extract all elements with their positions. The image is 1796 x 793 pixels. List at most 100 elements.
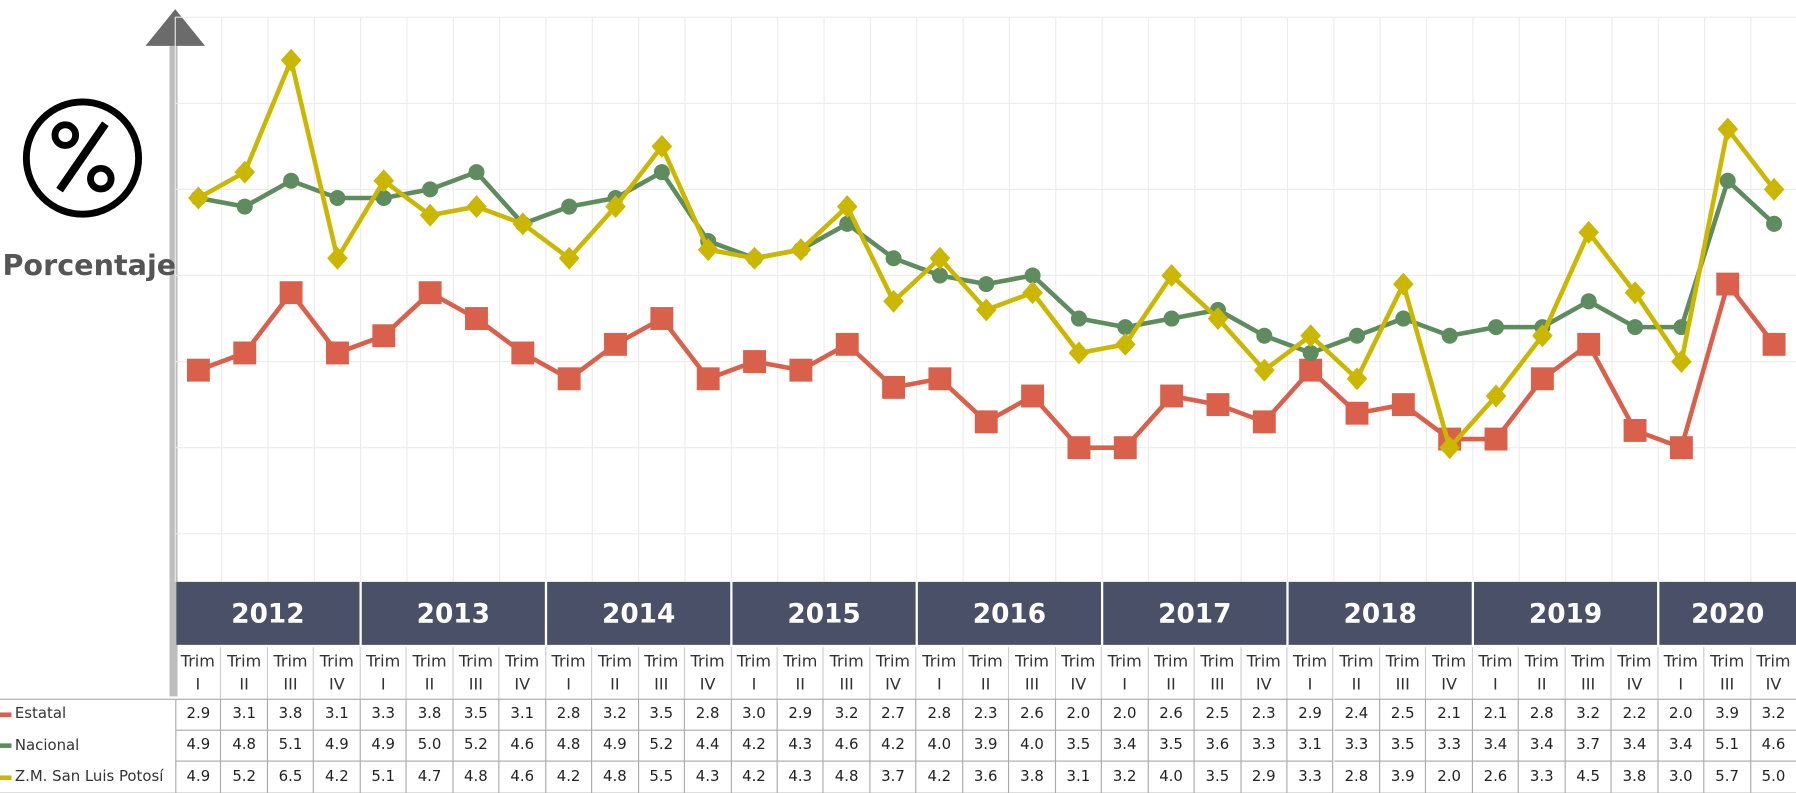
table-value: 3.4 [1472,730,1520,762]
year-header [1288,581,1472,645]
table-value: 3.1 [314,698,361,731]
table-value: 3.5 [1055,730,1103,762]
marker [836,195,858,219]
marker [1671,350,1692,374]
x-tick-label: Trim I [1663,652,1698,694]
x-tick-label: Trim IV [875,652,911,694]
marker [1391,393,1415,417]
category-cell: Trim II [778,647,825,699]
marker [1161,264,1182,287]
axis-arrow [169,41,178,697]
table-value: 4.6 [824,730,871,762]
y-axis-label: Porcentaje [2,248,176,282]
table-value: 2.1 [1426,698,1473,731]
x-tick-label: Trim I [366,652,401,694]
table-value: 3.7 [870,761,917,793]
table-value: 2.0 [1658,698,1705,731]
year-header [1103,581,1287,645]
category-cell: Trim II [1519,647,1566,699]
x-tick-label: Trim IV [1061,652,1096,694]
table-value: 5.0 [406,730,454,762]
table-value: 6.5 [267,761,315,793]
x-tick-label: Trim IV [1756,652,1791,694]
x-tick-label: Trim I [1293,652,1328,694]
marker [1393,272,1414,296]
table-value: 2.4 [1333,698,1381,731]
grid [174,16,1796,582]
legend-label: Z.M. San Luis Potosí [14,768,164,787]
year-header [176,581,360,645]
table-value: 5.1 [267,730,315,762]
year-label: 2020 [1691,600,1764,630]
table-value: 2.7 [870,698,917,731]
table-value: 2.0 [1102,698,1149,731]
table-value: 3.6 [963,761,1010,793]
year-header [917,581,1101,645]
marker [1488,319,1505,336]
table-value: 3.9 [1380,761,1427,793]
x-tick-label: Trim IV [319,652,354,694]
table-value: 4.9 [360,730,407,762]
year-label: 2015 [787,600,860,630]
legend-swatch [0,743,12,749]
table-value: 3.3 [1287,761,1334,793]
table-value: 3.4 [1611,730,1659,762]
marker [418,281,442,305]
table-value: 2.8 [545,698,593,731]
category-cell: Trim III [1009,647,1056,699]
category-cell: Trim II [1334,647,1381,699]
marker [1578,220,1600,244]
table-value: 3.3 [1241,730,1288,762]
table-value: 3.1 [1055,761,1103,793]
table-value: 5.0 [1750,762,1796,793]
marker [1484,427,1508,451]
table-value: 3.2 [1565,698,1612,731]
marker [651,134,673,158]
category-cell: Trim II [963,647,1010,699]
legend-label: Estatal [14,705,67,724]
x-tick-label: Trim III [829,652,864,694]
year-label: 2013 [417,600,490,630]
marker [974,410,998,434]
category-cell: Trim III [453,647,500,699]
x-tick-label: Trim I [1107,652,1142,694]
marker [1395,310,1412,327]
marker [1299,358,1323,382]
legend-item: Nacional [0,730,79,761]
marker [422,181,439,198]
table-value: 2.8 [685,698,732,731]
table-value: 4.8 [592,761,639,793]
table-value: 3.5 [453,698,500,731]
marker [325,341,349,365]
table-value: 3.0 [1658,761,1705,793]
category-cell: Trim I [917,647,964,699]
table-value: 3.8 [267,698,315,731]
year-label: 2016 [973,600,1046,630]
table-value: 4.4 [685,730,732,762]
marker [558,246,580,270]
legend-item: Z.M. San Luis Potosí [0,762,163,793]
category-cell: Trim I [731,647,778,699]
marker [978,276,995,293]
table-value: 2.5 [1194,698,1242,731]
table-value: 4.8 [545,730,593,762]
marker [233,341,257,365]
marker [1348,327,1366,344]
year-label: 2017 [1158,600,1231,630]
table-value: 4.7 [406,761,454,793]
x-tick-label: Trim III [1385,652,1420,694]
x-tick-label: Trim III [1014,652,1050,694]
legend-item: Estatal [0,699,66,730]
category-cell: Trim IV [1056,647,1103,699]
table-value: 5.2 [638,730,686,762]
marker [1624,281,1646,305]
marker [975,298,997,322]
table-value: 2.0 [1426,761,1473,793]
x-tick-label: Trim III [644,652,679,694]
table-value: 2.8 [916,698,964,731]
x-tick-label: Trim III [1571,652,1606,694]
x-tick-label: Trim II [968,652,1003,694]
table-value: 2.9 [175,698,222,731]
